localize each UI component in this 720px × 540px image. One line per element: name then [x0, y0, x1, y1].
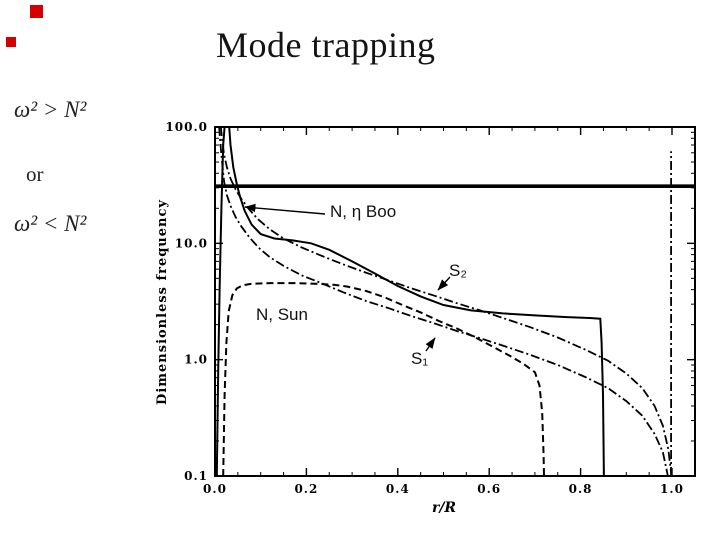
- curve-s1: [218, 127, 669, 476]
- x-axis-title: r/R: [432, 500, 456, 516]
- page-title: Mode trapping: [216, 25, 436, 65]
- y-axis-title: Dimensionless frequency: [155, 199, 170, 405]
- x-tick-label: 0.6: [477, 482, 501, 496]
- curve-n-sun: [222, 282, 545, 476]
- propagation-diagram: Dimensionless frequency r/R 0.0 0.2 0.4 0.6…: [155, 120, 696, 516]
- curve-s2: [220, 127, 673, 476]
- y-tick-label: 10.0: [175, 236, 208, 250]
- x-tick-label: 0.8: [569, 482, 593, 496]
- accent-square-left: [6, 37, 16, 47]
- x-tick-label: 1.0: [660, 482, 684, 496]
- formula-omega-less-n: ω² < N²: [14, 211, 87, 236]
- plot-frame: [214, 126, 696, 477]
- y-tick-label: 1.0: [184, 353, 208, 367]
- label-s2: S₂: [449, 261, 467, 280]
- annotation-arrow-s2: [437, 276, 451, 291]
- label-s1: S₁: [411, 349, 429, 368]
- x-tick-label: 0.2: [294, 482, 318, 496]
- formula-omega-greater-n: ω² > N²: [14, 97, 87, 122]
- accent-square-top: [30, 5, 43, 18]
- y-tick-label: 100.0: [165, 120, 208, 134]
- x-tick-label: 0.0: [203, 482, 227, 496]
- label-n-sun: N, Sun: [256, 305, 308, 324]
- curve-n-eta-boo: [215, 127, 605, 476]
- plot-area: 0.0 0.2 0.4 0.6 0.8 1.0 100.0 10.0 1.0 0.1: [165, 120, 696, 496]
- annotation-arrow-n-eta-boo: [244, 203, 326, 215]
- y-tick-label: 0.1: [184, 469, 208, 483]
- formula-or-connector: or: [26, 162, 44, 186]
- x-tick-label: 0.4: [386, 482, 410, 496]
- annotation-arrow-s1: [425, 337, 436, 352]
- label-n-eta-boo: N, η Boo: [330, 202, 397, 221]
